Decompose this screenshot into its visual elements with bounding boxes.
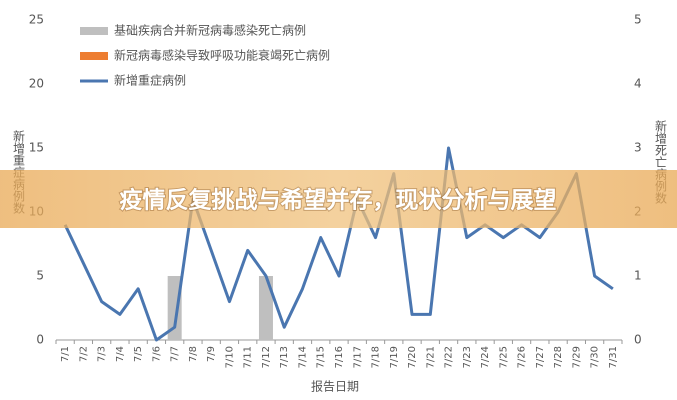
y2-tick-label: 4 xyxy=(634,77,642,91)
x-tick-label: 7/12 xyxy=(261,346,272,368)
bar xyxy=(167,276,182,340)
x-tick-label: 7/1 xyxy=(60,346,71,362)
x-axis-label: 报告日期 xyxy=(311,379,359,394)
x-tick-label: 7/26 xyxy=(517,346,528,368)
legend-swatch xyxy=(80,52,108,60)
y2-tick-label: 3 xyxy=(634,141,642,155)
y2-tick-label: 1 xyxy=(634,269,642,283)
legend-label: 基础疾病合并新冠病毒感染死亡病例 xyxy=(114,23,306,38)
y-tick-label: 20 xyxy=(29,77,44,91)
x-tick-label: 7/22 xyxy=(444,346,455,368)
x-tick-label: 7/13 xyxy=(279,346,290,368)
x-tick-label: 7/11 xyxy=(243,346,254,368)
x-tick-label: 7/17 xyxy=(352,346,363,368)
x-tick-label: 7/10 xyxy=(224,346,235,368)
x-tick-label: 7/18 xyxy=(371,346,382,368)
x-tick-label: 7/2 xyxy=(78,346,89,362)
x-tick-label: 7/7 xyxy=(170,346,181,362)
y2-tick-label: 5 xyxy=(634,13,642,27)
x-tick-label: 7/4 xyxy=(115,346,126,362)
x-tick-label: 7/23 xyxy=(462,346,473,368)
x-tick-label: 7/3 xyxy=(97,346,108,362)
y-tick-label: 0 xyxy=(36,333,44,347)
x-tick-label: 7/14 xyxy=(297,346,308,368)
x-tick-label: 7/9 xyxy=(206,346,217,362)
legend-swatch xyxy=(80,27,108,35)
x-tick-label: 7/5 xyxy=(133,346,144,362)
y2-tick-label: 0 xyxy=(634,333,642,347)
banner-bg xyxy=(0,170,677,228)
x-tick-label: 7/21 xyxy=(425,346,436,368)
x-tick-label: 7/30 xyxy=(590,346,601,368)
x-tick-label: 7/20 xyxy=(407,346,418,368)
x-tick-label: 7/31 xyxy=(608,346,619,368)
y-tick-label: 5 xyxy=(36,269,44,283)
banner-title: 疫情反复挑战与希望并存，现状分析与展望 xyxy=(120,187,557,214)
legend-label: 新冠病毒感染导致呼吸功能衰竭死亡病例 xyxy=(114,48,330,63)
x-tick-label: 7/15 xyxy=(316,346,327,368)
x-tick-label: 7/25 xyxy=(498,346,509,368)
x-tick-label: 7/24 xyxy=(480,346,491,368)
x-tick-label: 7/29 xyxy=(571,346,582,368)
y-tick-label: 15 xyxy=(29,141,44,155)
x-tick-label: 7/28 xyxy=(553,346,564,368)
legend-label: 新增重症病例 xyxy=(114,73,186,88)
x-tick-label: 7/19 xyxy=(389,346,400,368)
x-tick-label: 7/27 xyxy=(535,346,546,368)
y-tick-label: 25 xyxy=(29,13,44,27)
x-tick-label: 7/8 xyxy=(188,346,199,362)
x-tick-label: 7/6 xyxy=(151,346,162,362)
x-tick-label: 7/16 xyxy=(334,346,345,368)
bar xyxy=(258,276,273,340)
